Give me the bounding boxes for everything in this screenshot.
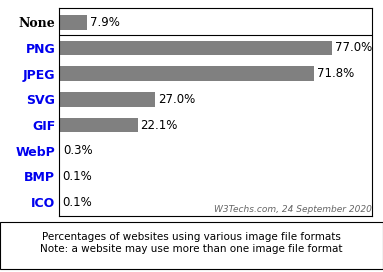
Text: 27.0%: 27.0%	[158, 93, 195, 106]
Bar	[59, 143, 61, 158]
Bar	[59, 15, 87, 30]
Text: W3Techs.com, 24 September 2020: W3Techs.com, 24 September 2020	[214, 205, 372, 214]
Text: Percentages of websites using various image file formats
Note: a website may use: Percentages of websites using various im…	[40, 232, 343, 254]
Bar	[59, 41, 332, 55]
Bar	[59, 118, 138, 132]
Text: 71.8%: 71.8%	[317, 67, 354, 80]
Text: 77.0%: 77.0%	[336, 41, 373, 54]
Text: 0.1%: 0.1%	[62, 196, 92, 209]
Bar	[59, 92, 155, 107]
Text: 0.3%: 0.3%	[63, 144, 93, 157]
Text: 22.1%: 22.1%	[141, 119, 178, 132]
Text: 0.1%: 0.1%	[62, 170, 92, 183]
Bar	[59, 66, 314, 81]
Text: 7.9%: 7.9%	[90, 16, 120, 29]
